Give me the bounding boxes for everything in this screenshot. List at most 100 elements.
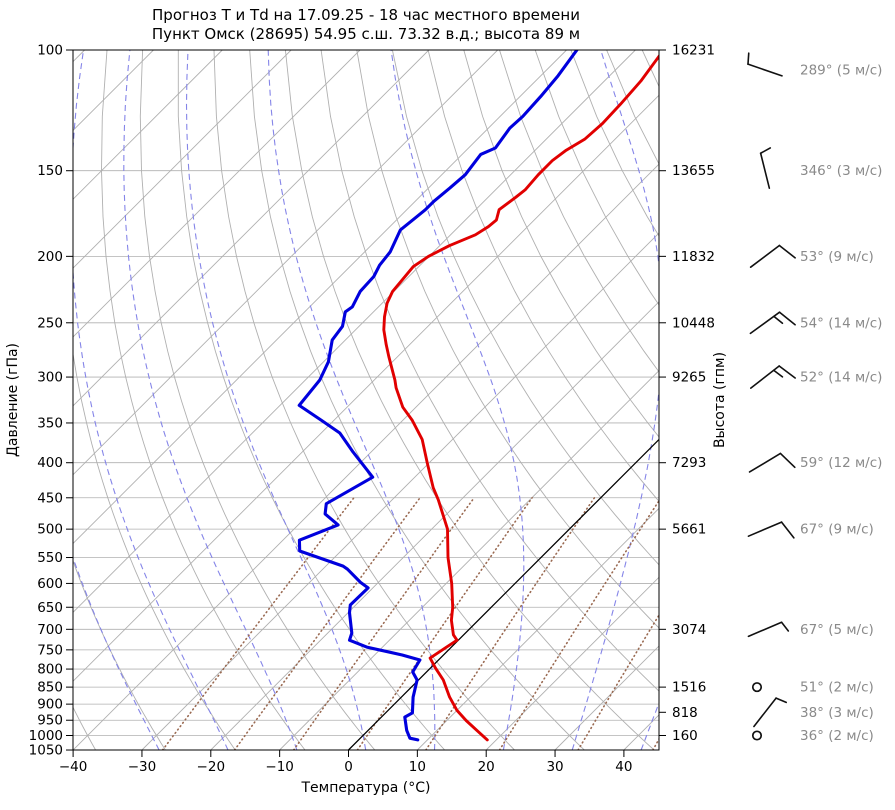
wind-barb-staff bbox=[748, 64, 782, 76]
y-axis-label-right: Высота (гпм) bbox=[712, 352, 728, 448]
y-axis-label-left: Давление (гПа) bbox=[5, 343, 21, 457]
pressure-tick-label: 800 bbox=[37, 662, 63, 678]
height-tick-label: 13655 bbox=[672, 163, 715, 179]
wind-barb-staff bbox=[761, 153, 770, 188]
dry-adiabat bbox=[607, 50, 895, 750]
isotherm-line bbox=[211, 50, 895, 750]
pressure-tick-label: 250 bbox=[37, 315, 63, 331]
moist-adiabat bbox=[71, 50, 228, 750]
dry-adiabat bbox=[392, 50, 863, 750]
temperature-tick-label: −30 bbox=[128, 759, 157, 775]
wind-barb bbox=[761, 148, 771, 188]
wind-label: 67° (9 м/с) bbox=[800, 522, 874, 538]
height-tick-label: 11832 bbox=[672, 249, 715, 265]
isotherm-line bbox=[417, 50, 895, 750]
height-tick-label: 160 bbox=[672, 728, 698, 744]
wind-barb bbox=[748, 522, 793, 538]
moist-adiabat bbox=[124, 50, 297, 750]
mixing-ratio-line bbox=[163, 498, 354, 750]
wind-barb bbox=[751, 246, 796, 268]
wind-barb-half-feather bbox=[774, 316, 783, 323]
pressure-tick-label: 950 bbox=[37, 713, 63, 729]
wind-label: 67° (5 м/с) bbox=[800, 622, 874, 638]
wind-barb bbox=[748, 622, 788, 636]
wind-barb-half-feather bbox=[761, 148, 771, 153]
pressure-tick-label: 500 bbox=[37, 522, 63, 538]
pressure-tick-label: 200 bbox=[37, 249, 63, 265]
wind-barb bbox=[750, 312, 795, 333]
calm-wind-circle-icon bbox=[753, 731, 761, 739]
pressure-tick-label: 350 bbox=[37, 415, 63, 431]
height-tick-label: 10448 bbox=[672, 315, 715, 331]
height-tick-label: 5661 bbox=[672, 522, 706, 538]
wind-barb-staff bbox=[751, 246, 780, 268]
wind-label: 51° (2 м/с) bbox=[800, 680, 874, 696]
chart-title-line2: Пункт Омск (28695) 54.95 с.ш. 73.32 в.д.… bbox=[152, 25, 580, 43]
pressure-tick-label: 750 bbox=[37, 642, 63, 658]
pressure-tick-label: 1050 bbox=[29, 743, 63, 759]
isotherm-line bbox=[0, 50, 222, 750]
pressure-tick-label: 600 bbox=[37, 576, 63, 592]
wind-label: 52° (14 м/с) bbox=[800, 370, 882, 386]
pressure-tick-label: 900 bbox=[37, 697, 63, 713]
dry-adiabat bbox=[250, 50, 585, 750]
mixing-ratio-line bbox=[235, 498, 420, 750]
temperature-tick-label: 30 bbox=[546, 759, 563, 775]
wind-barb-half-feather bbox=[776, 698, 786, 702]
height-tick-label: 7293 bbox=[672, 455, 706, 471]
height-tick-label: 1516 bbox=[672, 680, 706, 696]
dry-adiabat bbox=[571, 50, 895, 750]
plot-border bbox=[73, 50, 659, 750]
wind-barb-staff bbox=[748, 522, 781, 536]
pressure-tick-label: 400 bbox=[37, 455, 63, 471]
wind-label: 54° (14 м/с) bbox=[800, 315, 882, 331]
calm-wind-circle-icon bbox=[753, 683, 761, 691]
isotherm-line bbox=[0, 50, 635, 750]
pressure-tick-label: 450 bbox=[37, 490, 63, 506]
wind-barb bbox=[751, 366, 795, 388]
dry-adiabat bbox=[140, 50, 374, 750]
moist-adiabat bbox=[268, 50, 435, 750]
height-tick-label: 16231 bbox=[672, 43, 715, 59]
pressure-tick-label: 850 bbox=[37, 680, 63, 696]
pressure-tick-label: 100 bbox=[37, 43, 63, 59]
moist-adiabat bbox=[391, 50, 524, 750]
moist-adiabat bbox=[572, 50, 662, 750]
wind-barb-staff bbox=[748, 622, 781, 636]
pressure-tick-label: 550 bbox=[37, 550, 63, 566]
temperature-tick-label: −20 bbox=[197, 759, 226, 775]
pressure-tick-label: 700 bbox=[37, 622, 63, 638]
axes: 1001502002503003504004505005506006507007… bbox=[29, 43, 715, 776]
height-tick-label: 3074 bbox=[672, 622, 706, 638]
wind-barb-staff bbox=[750, 453, 781, 472]
dry-adiabat bbox=[464, 50, 895, 750]
wind-barb bbox=[754, 698, 786, 726]
wind-label: 59° (12 м/с) bbox=[800, 455, 882, 471]
wind-barb-half-feather bbox=[748, 53, 749, 64]
dry-adiabat bbox=[678, 50, 895, 750]
isotherm-line bbox=[0, 50, 153, 750]
wind-barb-column: 289° (5 м/с)346° (3 м/с)53° (9 м/с)54° (… bbox=[748, 53, 882, 744]
wind-barb-staff bbox=[754, 698, 776, 726]
wind-barb-full-feather bbox=[780, 453, 794, 467]
temperature-tick-label: −10 bbox=[265, 759, 294, 775]
temperature-tick-label: 10 bbox=[409, 759, 426, 775]
height-tick-label: 9265 bbox=[672, 370, 706, 386]
wind-barb-staff bbox=[750, 312, 779, 333]
wind-barb bbox=[748, 53, 782, 76]
isotherm-line bbox=[486, 50, 895, 750]
wind-barb bbox=[753, 683, 761, 691]
temperature-tick-label: 20 bbox=[478, 759, 495, 775]
pressure-tick-label: 650 bbox=[37, 600, 63, 616]
x-axis-label: Температура (°C) bbox=[300, 780, 430, 796]
chart-title-line1: Прогноз Т и Td на 17.09.25 - 18 час мест… bbox=[152, 6, 580, 24]
temperature-curve bbox=[384, 50, 664, 740]
wind-label: 289° (5 м/с) bbox=[800, 63, 882, 79]
dry-adiabat bbox=[642, 50, 895, 750]
isotherm-line bbox=[280, 50, 895, 750]
wind-barb-full-feather bbox=[779, 246, 795, 258]
temperature-tick-label: −40 bbox=[59, 759, 88, 775]
dry-adiabat bbox=[102, 50, 306, 750]
pressure-tick-label: 150 bbox=[37, 163, 63, 179]
temperature-tick-label: 0 bbox=[344, 759, 353, 775]
